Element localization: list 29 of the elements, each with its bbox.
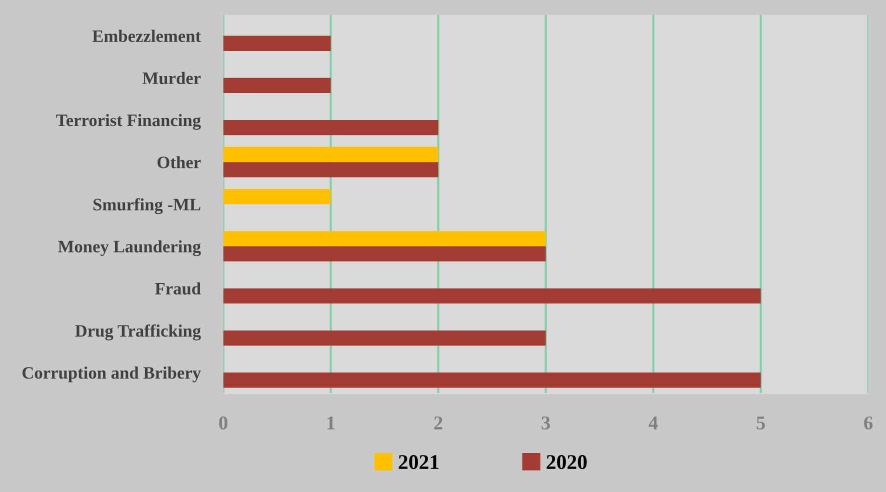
- y-tick-label: Embezzlement: [92, 30, 201, 42]
- y-tick-label: Fraud: [155, 282, 201, 295]
- x-tick-label: 3: [542, 416, 550, 430]
- y-tick-label: Terrorist Financing: [56, 114, 201, 130]
- y-tick-label: Corruption and Bribery: [22, 366, 201, 382]
- bar: [223, 372, 761, 388]
- bar: [223, 78, 331, 94]
- legend-label: 2020: [546, 455, 587, 470]
- x-tick-label: 5: [756, 416, 765, 430]
- legend-label: 2021: [398, 455, 439, 470]
- bar: [223, 146, 438, 162]
- y-tick-label: Smurfing -ML: [93, 198, 200, 214]
- bar: [223, 246, 546, 262]
- bar: [223, 162, 438, 178]
- x-tick-label: 2: [434, 416, 442, 430]
- y-tick-label: Money Laundering: [58, 240, 201, 256]
- bar: [223, 120, 438, 136]
- x-tick-label: 6: [864, 416, 873, 430]
- x-tick-label: 0: [219, 416, 228, 430]
- y-tick-label: Drug Trafficking: [75, 324, 201, 340]
- bar: [223, 231, 546, 246]
- x-tick-label: 1: [327, 416, 335, 430]
- y-tick-label: Other: [158, 156, 201, 168]
- x-tick-label: 4: [648, 416, 658, 430]
- bar: [223, 288, 761, 304]
- bar: [223, 330, 546, 346]
- y-tick-label: Murder: [142, 72, 201, 84]
- bar: [223, 36, 331, 51]
- bar: [223, 189, 331, 204]
